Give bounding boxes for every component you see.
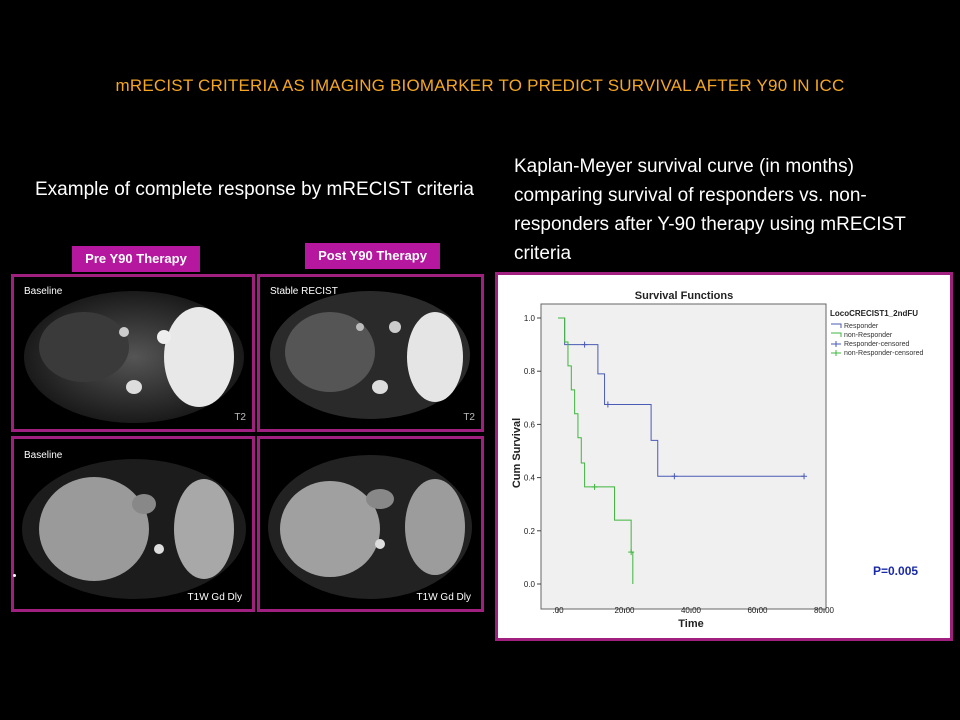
x-tick-label: 20.00 (614, 606, 635, 615)
censored-mark (801, 473, 808, 480)
right-caption: Kaplan-Meyer survival curve (in months) … (514, 156, 906, 264)
legend-item: Responder-censored (831, 341, 909, 348)
censored-mark (671, 473, 678, 480)
left-caption: Example of complete response by mRECIST … (35, 179, 474, 200)
x-tick-label: .00 (552, 606, 564, 615)
legend-label: Responder-censored (844, 341, 909, 348)
slide-title: mRECIST CRITERIA AS IMAGING BIOMARKER TO… (115, 76, 845, 95)
censored-mark (591, 483, 598, 490)
y-axis-label: Cum Survival (511, 418, 523, 488)
mri-panel-pre-t1: Baseline T1W Gd Dly (11, 436, 255, 612)
panel-label: Baseline (24, 286, 63, 297)
panel-corner-label: T2 (234, 412, 246, 423)
plot-area (540, 303, 827, 610)
chart-title: Survival Functions (635, 290, 733, 302)
mri-image-post-t2 (270, 291, 470, 419)
y-tick-label: 0.4 (524, 474, 536, 483)
x-tick-label: 80.00 (814, 606, 835, 615)
legend-label: non-Responder (844, 332, 893, 339)
mri-panel-post-t2: Stable RECIST T2 (257, 274, 484, 432)
survival-curve-non-responder (558, 317, 634, 584)
y-tick-label: 1.0 (524, 314, 536, 323)
x-axis-label: Time (678, 618, 703, 630)
survival-chart-box: Survival Functions Cum Survival Time .00… (495, 272, 953, 641)
panel-caption: T1W Gd Dly (416, 592, 471, 603)
p-value-annotation: P=0.005 (873, 564, 918, 578)
legend-label: non-Responder-censored (844, 350, 923, 357)
legend-item: non-Responder-censored (831, 350, 923, 357)
legend-item: Responder (831, 323, 879, 330)
y-tick-label: 0.6 (524, 420, 536, 429)
panel-label: Baseline (24, 450, 63, 461)
y-tick-label: 0.8 (524, 367, 536, 376)
survival-chart: Survival Functions Cum Survival Time .00… (511, 290, 923, 630)
y-tick-label: 0.2 (524, 527, 536, 536)
mri-image-post-t1 (268, 455, 472, 599)
legend-title: LocoCRECIST1_2ndFU (830, 309, 918, 318)
post-therapy-tag: Post Y90 Therapy (305, 243, 440, 269)
x-tick-label: 60.00 (747, 606, 768, 615)
pre-therapy-tag: Pre Y90 Therapy (72, 246, 200, 272)
panel-caption: T1W Gd Dly (187, 592, 242, 603)
bullet-dot (13, 574, 16, 577)
mri-image-pre-t2 (24, 291, 244, 423)
y-tick-label: 0.0 (524, 580, 536, 589)
x-tick-label: 40.00 (681, 606, 702, 615)
censored-mark (581, 341, 588, 348)
mri-image-pre-t1 (22, 459, 246, 599)
mri-panel-pre-t2: Baseline T2 (11, 274, 255, 432)
panel-label: Stable RECIST (270, 286, 338, 297)
censored-mark (628, 549, 635, 556)
panel-corner-label: T2 (463, 412, 475, 423)
mri-panel-post-t1: T1W Gd Dly (257, 436, 484, 612)
legend-label: Responder (844, 323, 879, 330)
censored-mark (604, 401, 611, 408)
legend-item: non-Responder (831, 332, 893, 339)
